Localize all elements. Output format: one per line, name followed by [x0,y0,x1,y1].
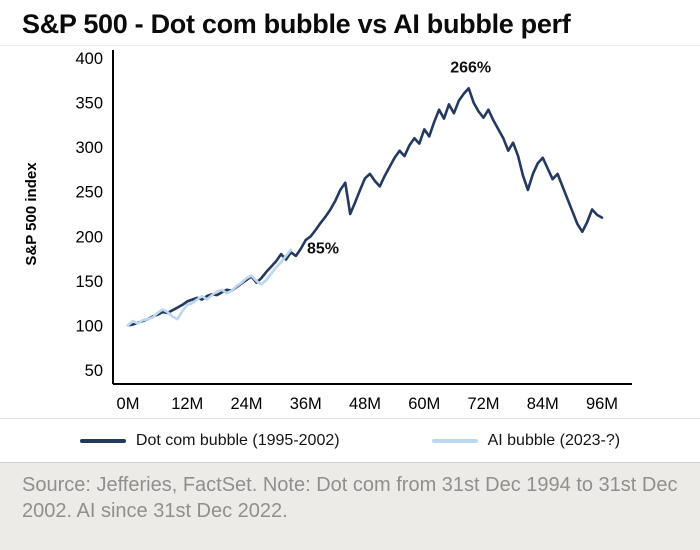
svg-text:300: 300 [75,139,103,157]
svg-text:0M: 0M [117,395,140,413]
line-chart: 50 100 150 200 250 300 350 400 0M 12M 24M 36M 48M 60M… [23,50,632,413]
svg-text:350: 350 [75,95,103,113]
svg-text:24M: 24M [230,395,262,413]
svg-text:60M: 60M [408,395,440,413]
chart-title: S&P 500 - Dot com bubble vs AI bubble pe… [0,0,700,46]
svg-text:48M: 48M [349,395,381,413]
svg-text:266%: 266% [450,59,491,76]
svg-text:100: 100 [75,317,103,335]
legend-label-ai: AI bubble (2023-?) [487,431,621,449]
svg-text:36M: 36M [290,395,322,413]
svg-text:150: 150 [75,273,103,291]
legend-label-dotcom: Dot com bubble (1995-2002) [135,431,340,449]
svg-text:50: 50 [85,362,103,380]
svg-text:84M: 84M [527,395,559,413]
svg-text:85%: 85% [307,241,339,258]
svg-text:96M: 96M [586,395,618,413]
svg-text:400: 400 [75,50,103,68]
source-note: Source: Jefferies, FactSet. Note: Dot co… [0,463,700,550]
svg-text:12M: 12M [171,395,203,413]
svg-text:72M: 72M [467,395,499,413]
ai-line-swatch [431,438,478,443]
svg-text:250: 250 [75,184,103,202]
dotcom-line-swatch [79,438,126,443]
svg-text:200: 200 [75,228,103,246]
svg-text:S&P 500 index: S&P 500 index [23,162,40,266]
legend-item-dotcom: Dot com bubble (1995-2002) [79,431,340,450]
chart-legend: Dot com bubble (1995-2002) AI bubble (20… [0,418,700,463]
legend-item-ai: AI bubble (2023-?) [431,431,621,450]
